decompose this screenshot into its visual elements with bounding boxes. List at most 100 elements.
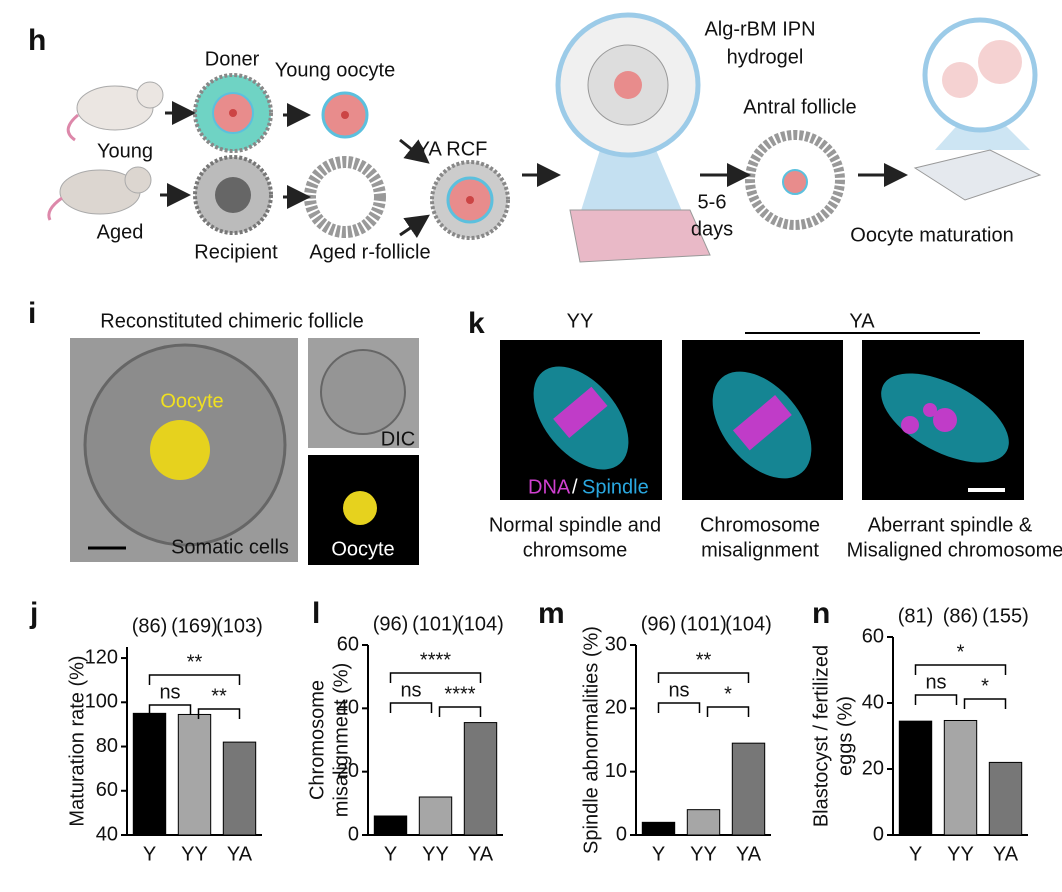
follicle — [320, 349, 406, 435]
panel-label: l — [312, 597, 320, 630]
y-tick-label: 40 — [862, 691, 884, 713]
caption: misalignment — [701, 539, 819, 561]
bar — [898, 720, 933, 836]
x-tick-label: YY — [181, 843, 208, 865]
x-tick-label: YA — [736, 843, 762, 865]
y-tick-label: 120 — [85, 646, 118, 668]
days-label: days — [691, 218, 733, 240]
y-tick-label: 80 — [96, 735, 118, 757]
y-tick-label: 20 — [337, 760, 359, 782]
ya-rcf-label: YA RCF — [417, 138, 488, 160]
significance-bracket — [148, 674, 241, 685]
significance-label: * — [957, 641, 965, 663]
significance-label: ns — [159, 681, 180, 703]
x-tick-label: YY — [422, 843, 449, 865]
group-label: YA — [849, 310, 875, 332]
y-tick-label: 60 — [96, 779, 118, 801]
n-label: (101) — [680, 613, 727, 635]
y-axis-label: misalignment (%) — [330, 663, 352, 817]
oocyte — [150, 420, 210, 480]
oocyte-label: Oocyte — [331, 538, 394, 560]
mice — [47, 81, 164, 221]
significance-label: * — [981, 675, 989, 697]
x-tick-label: YA — [993, 843, 1019, 865]
bar — [463, 722, 498, 836]
dna-label: DNA — [528, 476, 571, 498]
significance-label: **** — [444, 683, 475, 705]
group-label: YY — [567, 310, 594, 332]
significance-bracket — [197, 708, 241, 719]
y-tick-label: 0 — [616, 823, 627, 845]
x-tick-label: YY — [690, 843, 717, 865]
significance-label: ns — [668, 679, 689, 701]
bar — [988, 761, 1023, 836]
arrows — [160, 101, 908, 239]
hydrogel-label: Alg-rBM IPN — [704, 18, 815, 40]
significance-bracket — [389, 672, 482, 683]
y-tick-label: 20 — [862, 757, 884, 779]
n-label: (81) — [898, 605, 934, 627]
bar — [177, 713, 212, 836]
doner-label: Doner — [205, 48, 260, 70]
significance-bracket — [914, 694, 958, 705]
significance-label: **** — [420, 649, 451, 671]
significance-label: ** — [187, 651, 203, 673]
caption: Normal spindle and — [489, 514, 661, 536]
recipient-label: Recipient — [194, 241, 278, 263]
caption: chromsome — [523, 539, 627, 561]
young-oocyte-label: Young oocyte — [275, 59, 395, 81]
significance-bracket — [148, 704, 192, 715]
oocyte — [343, 491, 377, 525]
follicles — [193, 12, 1042, 263]
significance-bracket — [914, 664, 1007, 675]
significance-label: * — [724, 683, 732, 705]
panel-label: h — [28, 24, 46, 57]
n-label: (96) — [373, 613, 409, 635]
bar — [132, 712, 167, 836]
panel-label: j — [29, 597, 38, 630]
significance-bracket — [438, 706, 482, 717]
x-tick-label: Y — [143, 843, 156, 865]
x-tick-label: Y — [384, 843, 397, 865]
y-axis-label: Spindle abnormalities (%) — [580, 626, 602, 854]
bar — [686, 809, 721, 836]
bar — [222, 741, 257, 836]
n-label: (101) — [412, 613, 459, 635]
aged-r-follicle-label: Aged r-follicle — [309, 241, 430, 263]
significance-bracket — [657, 672, 750, 683]
dic-label: DIC — [381, 428, 415, 450]
antral-label: Antral follicle — [743, 96, 856, 118]
significance-label: ns — [925, 671, 946, 693]
y-tick-label: 100 — [85, 691, 118, 713]
y-tick-label: 60 — [337, 633, 359, 655]
significance-bracket — [963, 698, 1007, 709]
maturation-label: Oocyte maturation — [850, 224, 1013, 246]
y-tick-label: 10 — [605, 760, 627, 782]
n-label: (104) — [457, 613, 504, 635]
panel-title: Reconstituted chimeric follicle — [100, 310, 363, 332]
panel-label: k — [468, 307, 485, 340]
panel-label: i — [28, 297, 36, 330]
caption: Aberrant spindle & — [868, 514, 1033, 536]
n-label: (96) — [641, 613, 677, 635]
y-axis-label: eggs (%) — [834, 696, 856, 776]
significance-label: ** — [696, 649, 712, 671]
bar — [418, 796, 453, 836]
aged-label: Aged — [97, 221, 144, 243]
y-tick-label: 30 — [605, 633, 627, 655]
young-label: Young — [97, 140, 153, 162]
days-label: 5-6 — [698, 191, 727, 213]
caption: Misaligned chromosome — [847, 539, 1062, 561]
n-label: (104) — [725, 613, 772, 635]
significance-bracket — [389, 702, 433, 713]
significance-bracket — [657, 702, 701, 713]
n-label: (169) — [171, 615, 218, 637]
x-tick-label: YA — [468, 843, 494, 865]
significance-label: ns — [400, 679, 421, 701]
bar — [731, 742, 766, 836]
bar — [373, 815, 408, 836]
y-axis-label: Chromosome — [306, 680, 328, 800]
y-tick-label: 0 — [348, 823, 359, 845]
slash: / — [572, 476, 578, 498]
